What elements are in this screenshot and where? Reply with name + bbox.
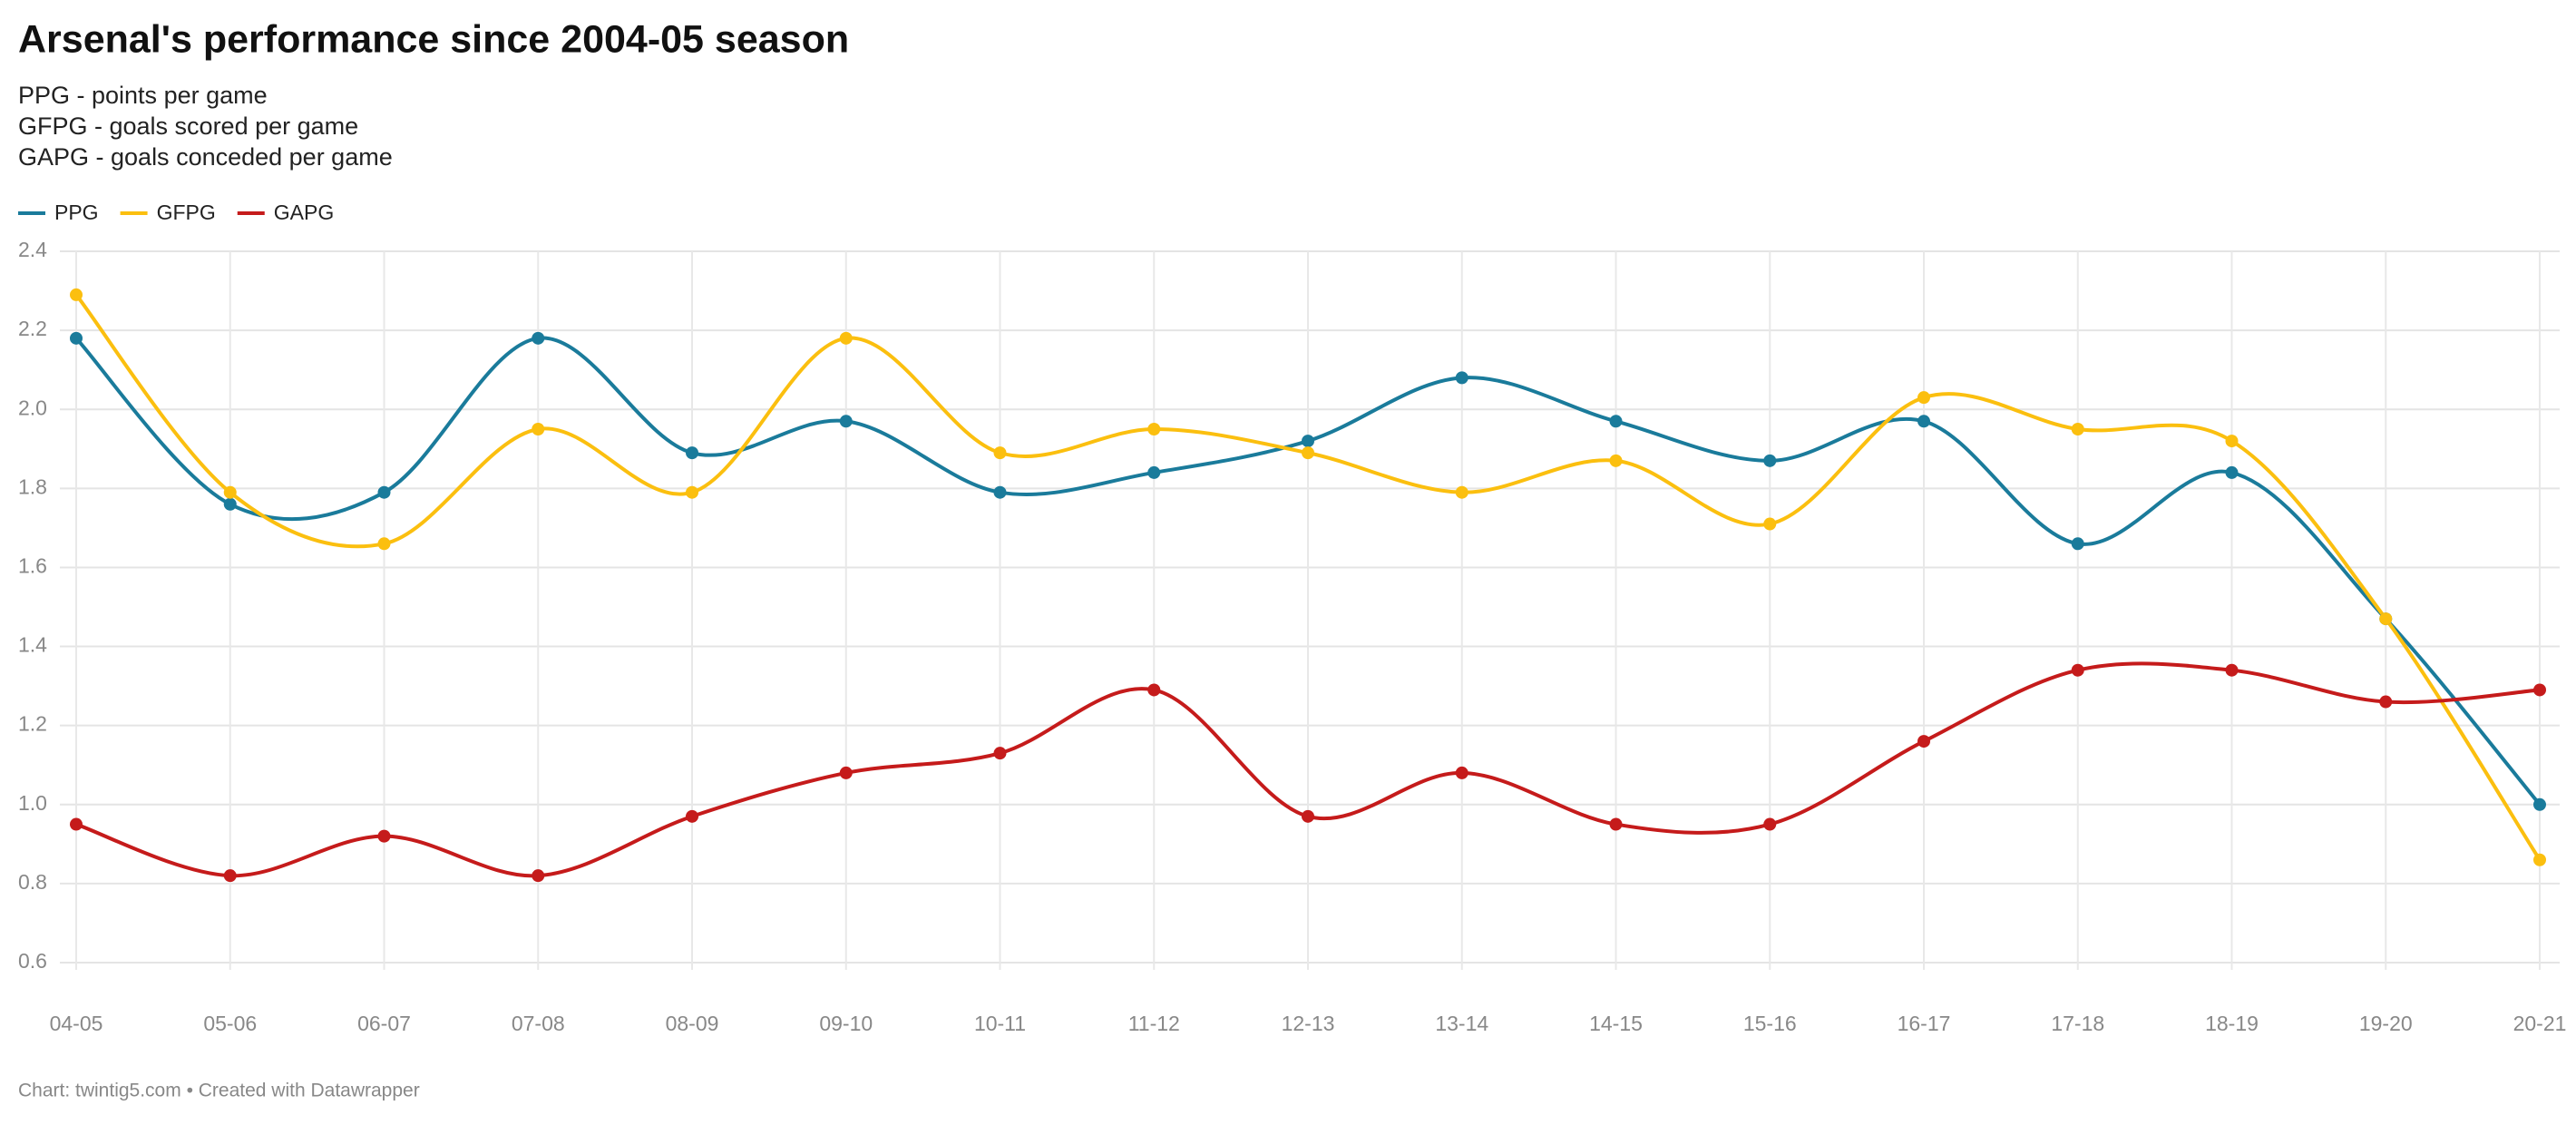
data-point bbox=[532, 423, 545, 435]
data-point bbox=[70, 817, 83, 831]
x-tick-label: 07-08 bbox=[512, 1012, 565, 1035]
data-point bbox=[2071, 537, 2084, 551]
data-point bbox=[377, 485, 391, 499]
data-point bbox=[2225, 465, 2239, 479]
data-point bbox=[2379, 612, 2393, 626]
data-point bbox=[223, 485, 237, 499]
data-point bbox=[1455, 485, 1469, 499]
data-point bbox=[1609, 454, 1623, 467]
data-point bbox=[686, 485, 698, 499]
x-tick-label: 15-16 bbox=[1743, 1012, 1797, 1035]
data-point bbox=[993, 446, 1007, 460]
data-point bbox=[2533, 853, 2546, 866]
data-point bbox=[2071, 423, 2084, 435]
y-tick-label: 1.8 bbox=[18, 474, 47, 498]
data-point bbox=[1917, 391, 1930, 405]
subtitle: GFPG - goals scored per game bbox=[18, 112, 358, 140]
data-point bbox=[2379, 695, 2393, 709]
legend-label: PPG bbox=[54, 201, 99, 224]
data-point bbox=[839, 331, 853, 345]
x-tick-label: 05-06 bbox=[203, 1012, 257, 1035]
y-tick-label: 1.4 bbox=[18, 633, 47, 657]
y-tick-label: 1.0 bbox=[18, 791, 47, 815]
data-point bbox=[532, 331, 545, 345]
legend-label: GFPG bbox=[157, 201, 216, 224]
subtitle: GAPG - goals conceded per game bbox=[18, 143, 393, 171]
data-point bbox=[686, 446, 698, 460]
y-tick-label: 2.2 bbox=[18, 317, 47, 340]
y-tick-label: 2.0 bbox=[18, 396, 47, 419]
data-point bbox=[70, 331, 83, 345]
data-point bbox=[532, 869, 545, 883]
data-point bbox=[1609, 817, 1623, 831]
data-point bbox=[1917, 735, 1930, 748]
x-tick-label: 14-15 bbox=[1589, 1012, 1643, 1035]
x-tick-label: 10-11 bbox=[974, 1012, 1026, 1035]
x-tick-label: 17-18 bbox=[2051, 1012, 2104, 1035]
data-point bbox=[1763, 454, 1777, 467]
subtitle: PPG - points per game bbox=[18, 82, 268, 109]
data-point bbox=[1763, 517, 1777, 531]
data-point bbox=[1147, 465, 1161, 479]
data-point bbox=[686, 809, 698, 823]
data-point bbox=[1455, 766, 1469, 779]
data-point bbox=[1609, 415, 1623, 428]
y-tick-label: 1.6 bbox=[18, 554, 47, 578]
x-tick-label: 20-21 bbox=[2513, 1012, 2567, 1035]
legend-label: GAPG bbox=[274, 201, 334, 224]
y-tick-label: 1.2 bbox=[18, 712, 47, 736]
y-tick-label: 2.4 bbox=[18, 238, 47, 261]
data-point bbox=[1302, 809, 1314, 823]
chart-title: Arsenal's performance since 2004-05 seas… bbox=[18, 17, 849, 61]
data-point bbox=[70, 288, 83, 301]
x-tick-label: 12-13 bbox=[1282, 1012, 1335, 1035]
data-point bbox=[2071, 663, 2084, 677]
data-point bbox=[223, 869, 237, 883]
x-tick-label: 11-12 bbox=[1128, 1012, 1180, 1035]
data-point bbox=[1455, 371, 1469, 385]
data-point bbox=[1147, 423, 1161, 435]
data-point bbox=[377, 829, 391, 843]
footer: Chart: twintig5.com • Created with Dataw… bbox=[18, 1081, 420, 1101]
data-point bbox=[1302, 446, 1314, 460]
data-point bbox=[1763, 817, 1777, 831]
data-point bbox=[2225, 663, 2239, 677]
x-tick-label: 16-17 bbox=[1898, 1012, 1951, 1035]
x-tick-label: 19-20 bbox=[2359, 1012, 2413, 1035]
data-point bbox=[839, 415, 853, 428]
data-point bbox=[839, 766, 853, 779]
x-tick-label: 08-09 bbox=[666, 1012, 719, 1035]
data-point bbox=[223, 497, 237, 511]
x-tick-label: 18-19 bbox=[2205, 1012, 2259, 1035]
data-point bbox=[1302, 435, 1314, 448]
data-point bbox=[377, 537, 391, 551]
x-tick-label: 09-10 bbox=[819, 1012, 873, 1035]
data-point bbox=[2225, 435, 2239, 448]
x-tick-label: 04-05 bbox=[50, 1012, 103, 1035]
data-point bbox=[2533, 683, 2546, 697]
x-tick-label: 13-14 bbox=[1435, 1012, 1488, 1035]
data-point bbox=[2533, 797, 2546, 811]
data-point bbox=[993, 747, 1007, 760]
y-tick-label: 0.6 bbox=[18, 949, 47, 973]
x-tick-label: 06-07 bbox=[357, 1012, 411, 1035]
data-point bbox=[1917, 415, 1930, 428]
y-tick-label: 0.8 bbox=[18, 870, 47, 894]
data-point bbox=[993, 485, 1007, 499]
data-point bbox=[1147, 683, 1161, 697]
